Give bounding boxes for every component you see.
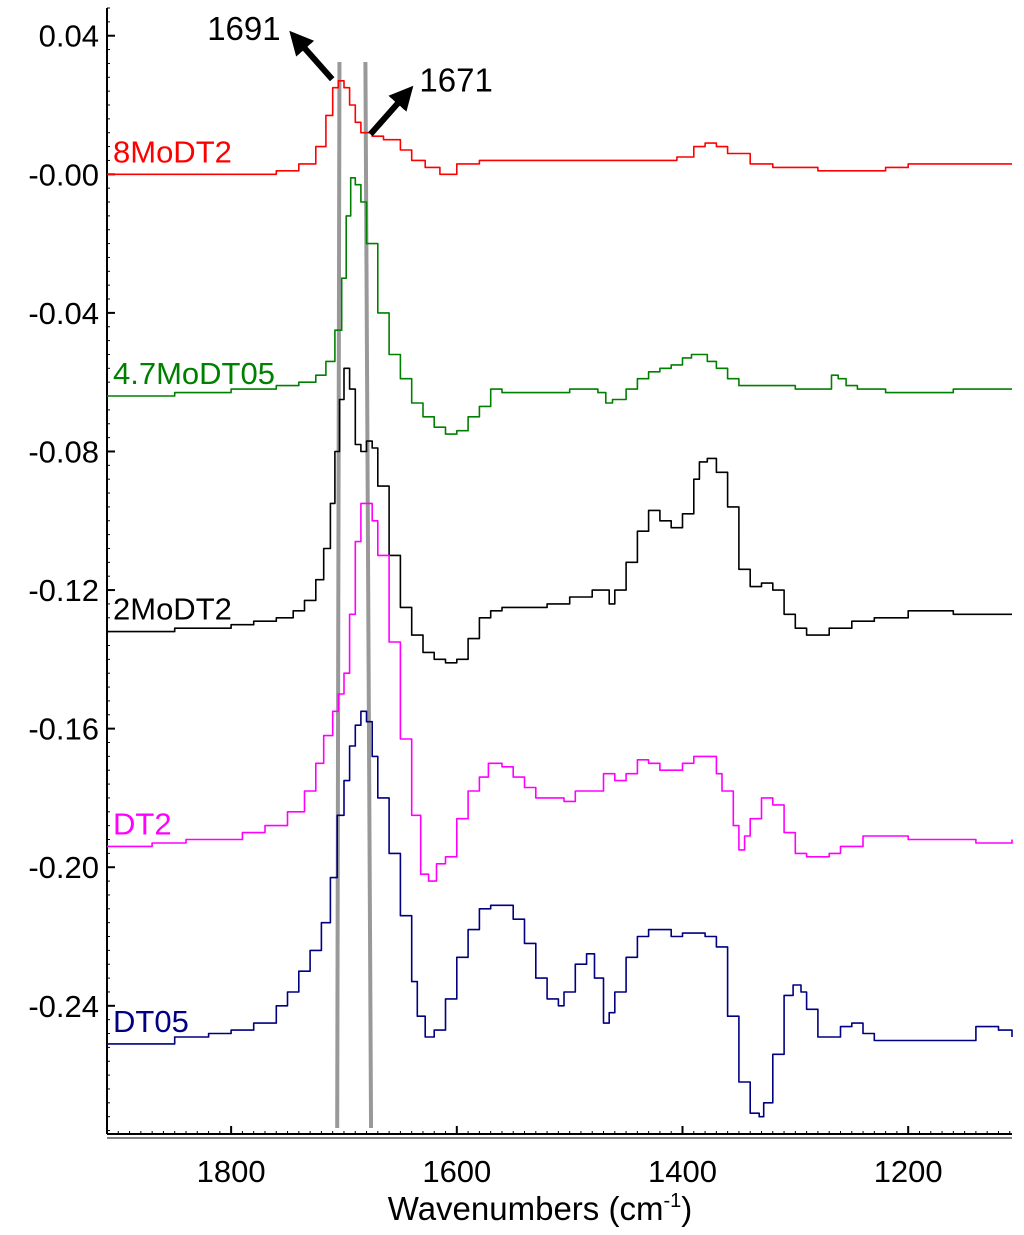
y-tick-label: -0.00 [28, 157, 99, 192]
series-label: DT05 [113, 1004, 189, 1039]
series-label: DT2 [113, 806, 172, 841]
x-axis-title-close: ) [681, 1190, 692, 1227]
x-axis-title: Wavenumbers (cm-1) [388, 1190, 692, 1227]
y-tick-label: -0.16 [28, 712, 99, 747]
series-line [107, 367, 1012, 664]
annotation-arrow [289, 30, 335, 82]
series-label: 8MoDT2 [113, 134, 232, 169]
series-label: 2MoDT2 [113, 592, 232, 627]
series-line [107, 80, 1012, 176]
reference-line [335, 61, 342, 1129]
x-axis-title-superscript: -1 [663, 1190, 681, 1212]
series-line [107, 177, 1012, 435]
x-tick-label: 1600 [422, 1154, 491, 1189]
series-label: 4.7MoDT05 [113, 356, 275, 391]
x-tick-label: 1800 [197, 1154, 266, 1189]
series-layer [107, 80, 1013, 1118]
x-tick-label: 1200 [874, 1154, 943, 1189]
y-tick-label: -0.04 [28, 296, 99, 331]
labels-layer: 8MoDT2 4.7MoDT05 2MoDT2 DT2 DT05 1691 1671 [113, 10, 493, 1039]
annotation-arrow [368, 85, 414, 137]
annotation-label: 1691 [207, 10, 280, 47]
y-tick-label: 0.04 [39, 19, 99, 54]
series-line [107, 710, 1013, 1118]
series-line [107, 502, 1013, 882]
y-tick-label: -0.08 [28, 434, 99, 469]
annotation-label: 1671 [419, 61, 492, 98]
x-tick-label: 1400 [648, 1154, 717, 1189]
axes-layer: 0.04 -0.00 -0.04 -0.08 -0.12 -0.16 -0.20 -0.24 1… [28, 7, 1012, 1189]
y-tick-label: -0.12 [28, 573, 99, 608]
y-tick-label: -0.24 [28, 989, 99, 1024]
y-tick-label: -0.20 [28, 850, 99, 885]
x-axis-title-main: Wavenumbers (cm [388, 1190, 664, 1227]
